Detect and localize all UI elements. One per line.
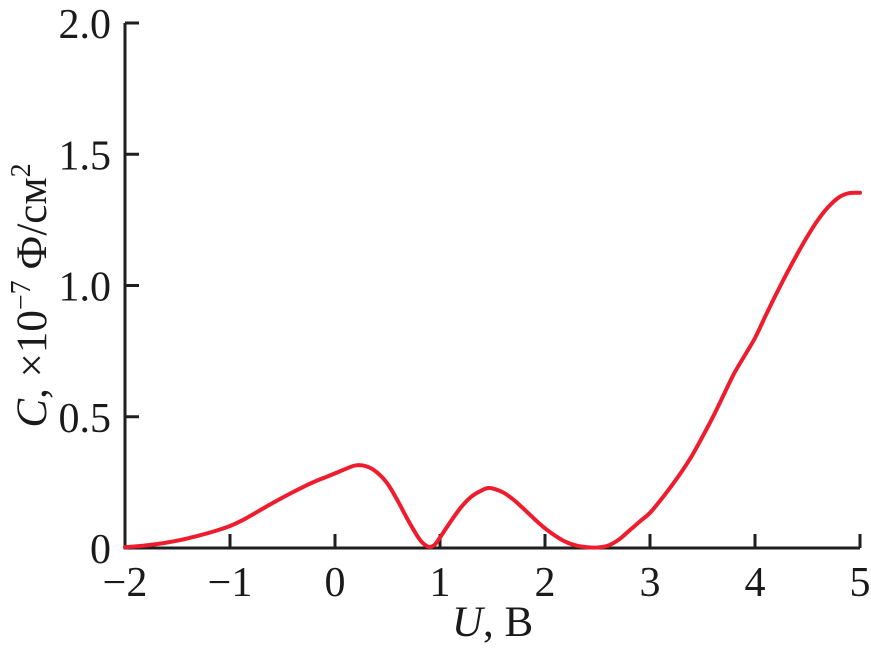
x-axis-tick-label: 3: [640, 560, 661, 606]
y-axis-tick-label: 2.0: [59, 2, 112, 48]
y-axis-tick-label: 0: [90, 527, 111, 573]
x-axis-label: U, В: [452, 599, 533, 646]
y-axis-label: C, ×10−7 Ф/см2: [6, 163, 56, 427]
y-axis-tick-label: 1.5: [59, 133, 112, 179]
y-axis-tick-label: 0.5: [59, 396, 112, 442]
x-axis-tick-label: 5: [850, 560, 871, 606]
axes-frame: [123, 23, 860, 550]
x-axis-tick-label: 1: [430, 560, 451, 606]
x-axis-tick-label: 4: [745, 560, 766, 606]
x-axis-tick-label: 0: [325, 560, 346, 606]
x-axis-tick-label: −1: [208, 560, 253, 606]
x-axis-tick-label: 2: [535, 560, 556, 606]
x-axis-tick-label: −2: [103, 560, 148, 606]
cv-curve: [123, 190, 862, 550]
y-axis-tick-label: 1.0: [59, 265, 112, 311]
